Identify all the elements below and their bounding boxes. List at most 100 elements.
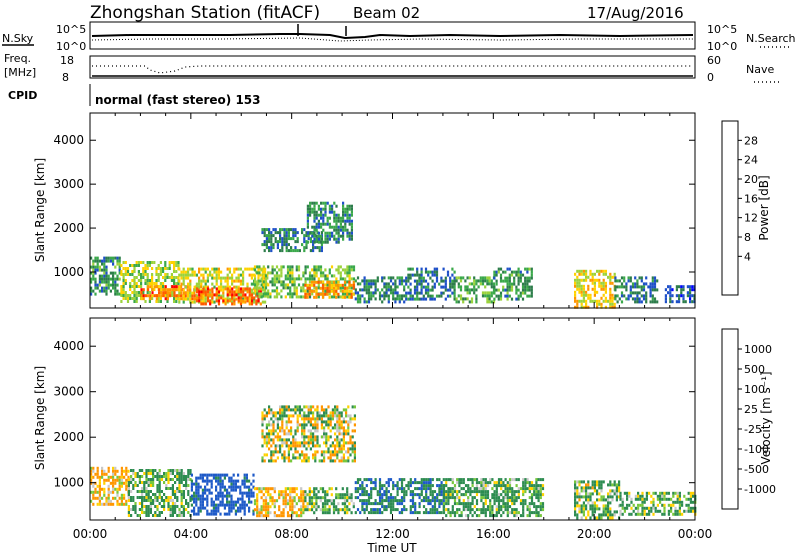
data-cell [245, 473, 248, 477]
data-cell [105, 292, 108, 296]
data-cell [344, 210, 347, 214]
data-cell [526, 487, 529, 491]
data-cell [365, 478, 368, 482]
data-cell [272, 429, 275, 433]
data-cell [215, 512, 218, 516]
data-cell [185, 475, 188, 478]
data-cell [221, 485, 224, 489]
data-cell [210, 500, 213, 504]
data-cell [290, 459, 293, 463]
data-cell [367, 511, 371, 515]
data-cell [623, 279, 626, 283]
data-cell [645, 506, 648, 510]
data-cell [582, 272, 585, 276]
data-cell [178, 484, 181, 487]
data-cell [530, 499, 534, 503]
data-cell [114, 256, 117, 260]
data-cell [298, 453, 301, 457]
data-cell [286, 499, 290, 503]
data-cell [535, 505, 538, 509]
data-cell [522, 511, 525, 515]
data-cell [258, 265, 261, 269]
data-cell [451, 490, 454, 494]
data-cell [407, 273, 410, 277]
data-cell [508, 273, 511, 277]
data-cell [407, 484, 410, 488]
data-cell [440, 499, 443, 503]
data-cell [289, 505, 292, 509]
data-cell [482, 493, 485, 497]
data-cell [96, 283, 99, 287]
data-cell [526, 267, 529, 271]
data-cell [146, 279, 149, 282]
data-cell [152, 475, 155, 478]
data-cell [528, 279, 531, 283]
data-cell [226, 285, 229, 289]
data-cell [383, 508, 386, 512]
data-cell [191, 291, 194, 295]
data-cell [650, 509, 653, 513]
data-cell [576, 275, 579, 279]
data-cell [493, 291, 496, 295]
data-cell [349, 453, 352, 457]
data-cell [112, 487, 115, 491]
data-cell [303, 435, 306, 439]
data-cell [632, 503, 635, 507]
data-cell [129, 294, 132, 297]
data-cell [530, 496, 534, 500]
data-cell [263, 243, 266, 247]
data-cell [669, 294, 672, 298]
data-cell [431, 279, 434, 283]
data-cell [664, 294, 667, 298]
data-cell [306, 277, 309, 281]
data-cell [311, 292, 314, 296]
data-cell [231, 302, 234, 306]
data-cell [385, 481, 388, 485]
data-cell [285, 408, 288, 412]
data-cell [132, 487, 135, 490]
data-cell [312, 432, 315, 436]
data-cell [363, 487, 366, 491]
data-cell [348, 268, 351, 272]
data-cell [178, 475, 181, 478]
data-cell [284, 499, 287, 503]
data-cell [206, 503, 209, 507]
data-cell [231, 296, 234, 300]
data-cell [140, 276, 143, 279]
data-cell [309, 432, 312, 436]
data-cell [344, 292, 347, 296]
data-cell [398, 499, 401, 503]
data-cell [459, 294, 463, 298]
data-cell [306, 225, 309, 229]
data-cell [219, 512, 222, 516]
data-cell [325, 411, 328, 415]
data-cell [462, 297, 465, 301]
data-cell [361, 279, 364, 283]
data-cell [339, 228, 342, 232]
data-cell [282, 493, 285, 497]
data-cell [107, 283, 110, 287]
data-cell [141, 508, 144, 511]
data-cell [331, 408, 334, 412]
data-cell [258, 511, 261, 515]
data-cell [200, 302, 203, 306]
data-cell [648, 491, 651, 495]
data-cell [264, 499, 268, 503]
data-cell [323, 414, 326, 418]
data-cell [177, 294, 180, 298]
data-cell [313, 280, 316, 284]
data-cell [98, 274, 101, 278]
data-cell [304, 499, 307, 503]
x-tick-label: 08:00 [274, 527, 309, 541]
data-cell [261, 444, 264, 448]
data-cell [669, 291, 672, 295]
data-cell [580, 510, 583, 514]
data-cell [210, 491, 213, 495]
data-cell [250, 276, 253, 280]
data-cell [228, 509, 231, 513]
data-cell [515, 291, 518, 295]
data-cell [385, 487, 388, 491]
data-cell [162, 294, 165, 298]
data-cell [244, 293, 247, 297]
data-cell [130, 490, 133, 493]
